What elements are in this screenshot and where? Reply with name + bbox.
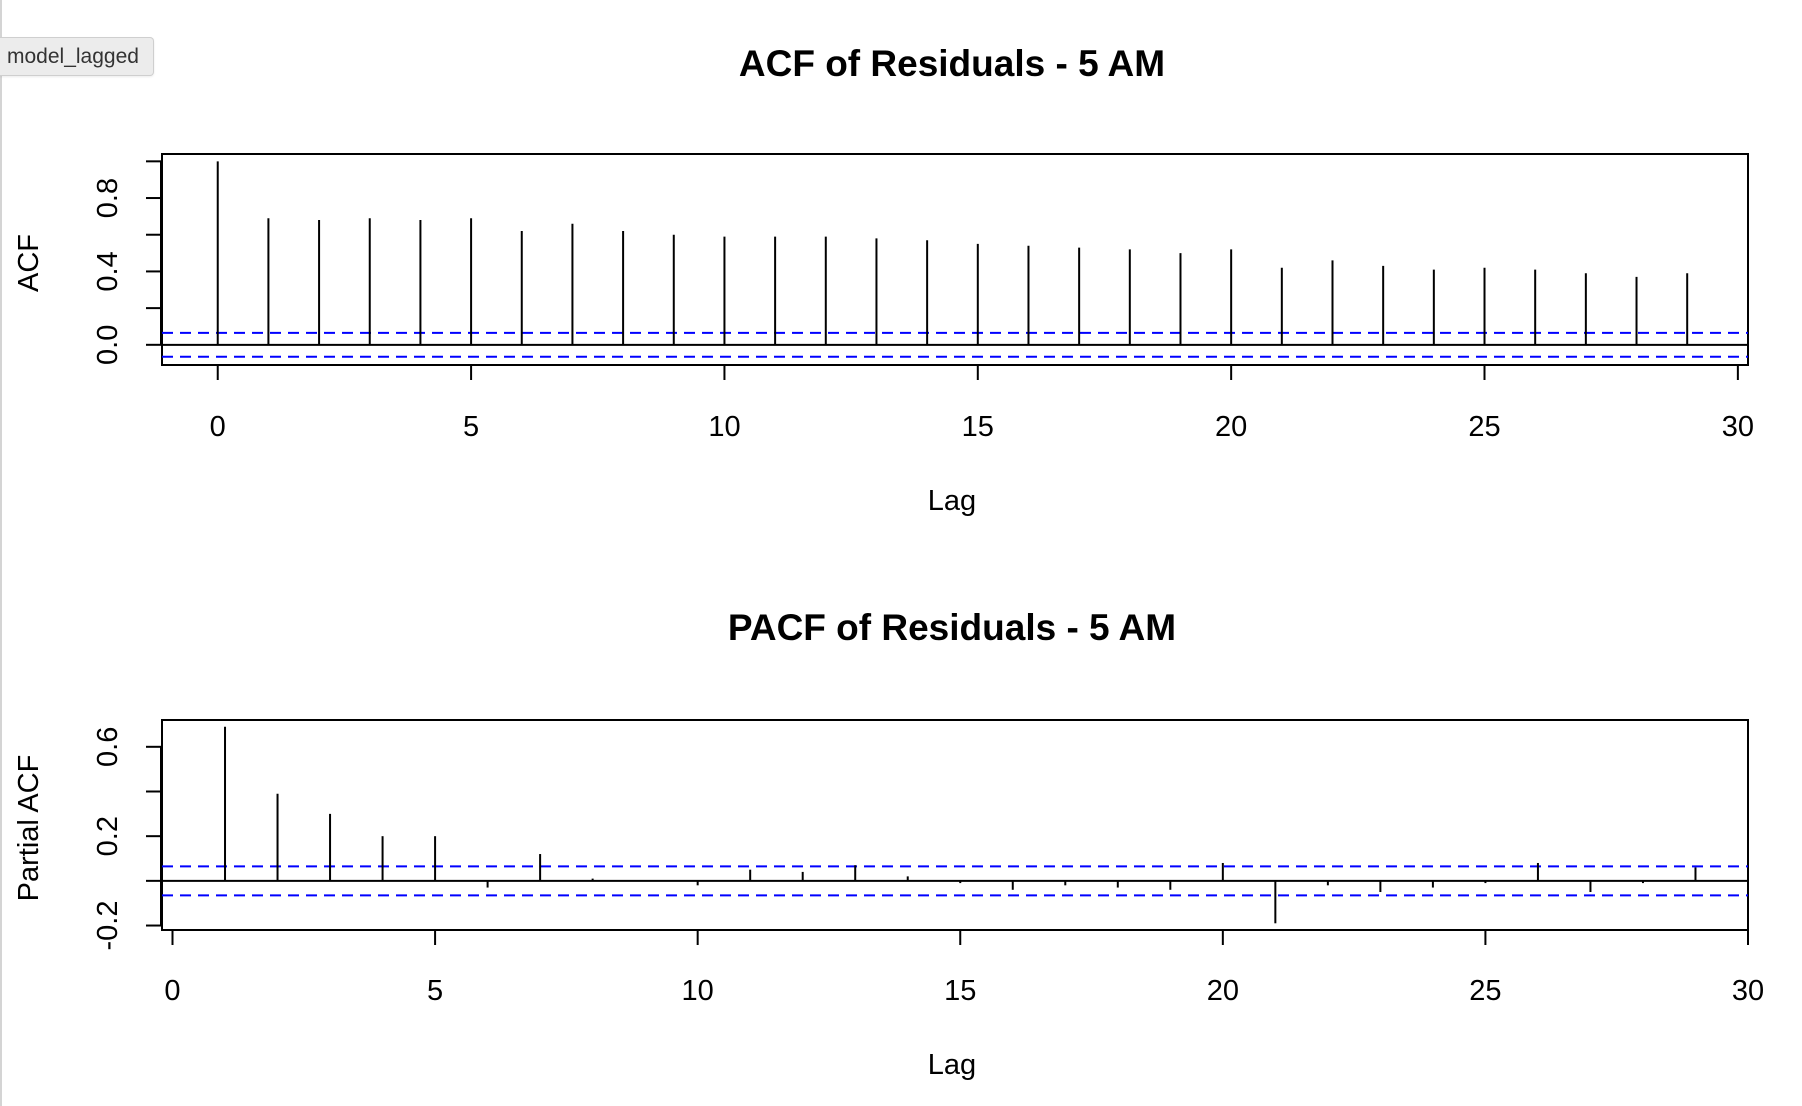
pacf-y-tick-label-neg0_2: -0.2 — [92, 901, 124, 951]
pacf-x-tick-label-10: 10 — [682, 975, 714, 1007]
pacf-ylabel: Partial ACF — [13, 755, 45, 902]
acf-xlabel: Lag — [928, 485, 976, 517]
pacf-xlabel: Lag — [928, 1049, 976, 1081]
acf-x-tick-label-0: 0 — [210, 411, 226, 443]
pacf-x-tick-label-0: 0 — [164, 975, 180, 1007]
model-lagged-label: model_lagged — [0, 37, 154, 76]
acf-title: ACF of Residuals - 5 AM — [739, 43, 1165, 84]
acf-y-tick-label-0_4: 0.4 — [92, 251, 124, 291]
acf-x-tick-label-5: 5 — [463, 411, 479, 443]
pacf-x-tick-label-20: 20 — [1207, 975, 1239, 1007]
pacf-x-tick-label-15: 15 — [944, 975, 976, 1007]
acf-x-tick-label-30: 30 — [1722, 411, 1754, 443]
pacf-title: PACF of Residuals - 5 AM — [728, 607, 1176, 648]
acf-ylabel: ACF — [13, 234, 45, 292]
pacf-panel: PACF of Residuals - 5 AM 0 5 10 15 20 25 30 -0.… — [13, 607, 1764, 1081]
pacf-y-tick-label-0_2: 0.2 — [92, 816, 124, 856]
acf-x-tick-label-15: 15 — [962, 411, 994, 443]
window-left-border — [0, 0, 2, 1106]
pacf-plot-frame — [161, 719, 1749, 931]
acf-y-tick-label-0_8: 0.8 — [92, 178, 124, 218]
pacf-x-tick-label-25: 25 — [1469, 975, 1501, 1007]
acf-x-tick-label-25: 25 — [1468, 411, 1500, 443]
pacf-marks: 0 5 10 15 20 25 30 -0.2 0.2 0.6 — [92, 719, 1764, 1007]
pacf-x-tick-label-5: 5 — [427, 975, 443, 1007]
acf-marks: 0 5 10 15 20 25 30 0.0 0.4 0.8 — [92, 153, 1754, 443]
acf-y-tick-label-0: 0.0 — [92, 325, 124, 365]
acf-panel: ACF of Residuals - 5 AM 0 5 10 15 20 25 300.00… — [13, 43, 1754, 517]
acf-x-tick-label-20: 20 — [1215, 411, 1247, 443]
acf-x-tick-label-10: 10 — [708, 411, 740, 443]
pacf-y-tick-label-0_6: 0.6 — [92, 727, 124, 767]
pacf-x-tick-label-30: 30 — [1732, 975, 1764, 1007]
